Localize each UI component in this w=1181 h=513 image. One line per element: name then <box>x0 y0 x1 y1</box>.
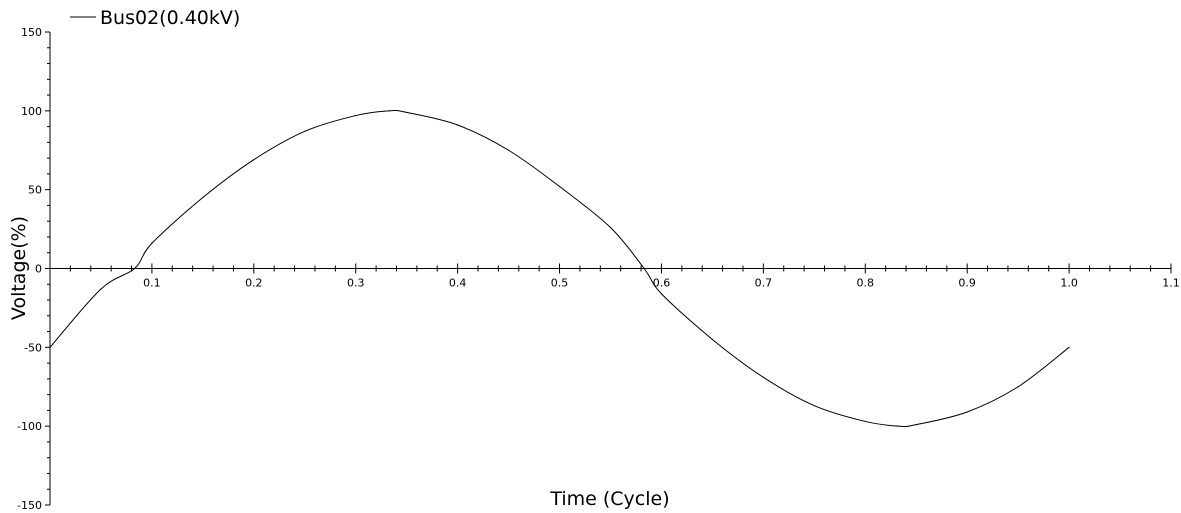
y-axis-title: Voltage(%) <box>8 216 30 320</box>
y-tick-label: -100 <box>17 420 42 433</box>
data-point <box>1068 346 1070 348</box>
data-point <box>711 338 714 341</box>
data-point <box>355 114 357 117</box>
axes: 150 100 50 0 -50 -100 -150 0.1 0.2 0.3 0.4 0.5 0.6 0.… <box>17 26 1180 512</box>
data-point <box>864 420 866 423</box>
data-point <box>202 196 204 199</box>
data-point <box>660 293 663 295</box>
x-tick-label: 1.0 <box>1060 277 1078 290</box>
data-point <box>133 267 136 270</box>
x-axis-title: Time (Cycle) <box>549 488 669 510</box>
x-tick-label: 0.4 <box>449 277 467 290</box>
data-point <box>1017 386 1019 388</box>
y-tick-label: 50 <box>28 184 42 197</box>
data-point <box>813 405 815 407</box>
y-tick-label: -150 <box>17 499 42 512</box>
data-point <box>966 411 968 413</box>
legend-label: Bus02(0.40kV) <box>100 7 240 29</box>
x-tick-label: 0.5 <box>551 277 569 290</box>
y-tick-label: -50 <box>24 341 42 354</box>
data-point <box>151 242 153 244</box>
data-point <box>762 376 764 378</box>
y-tick-label: 150 <box>21 26 42 39</box>
data-point <box>609 226 612 229</box>
y-tick-label: 0 <box>35 263 42 276</box>
x-tick-label: 0.3 <box>347 277 365 290</box>
x-tick-label: 0.8 <box>857 277 875 290</box>
legend: Bus02(0.40kV) <box>70 7 240 29</box>
data-point <box>457 124 459 126</box>
x-tick-label: 1.1 <box>1162 277 1180 290</box>
x-tick-label: 0.9 <box>958 277 976 290</box>
data-point <box>507 149 510 151</box>
data-point <box>915 423 917 426</box>
x-tick-label: 0.6 <box>653 277 671 290</box>
x-tick-label: 0.1 <box>143 277 161 290</box>
data-point <box>100 288 102 290</box>
data-point <box>388 110 390 112</box>
x-tick-label: 0.2 <box>245 277 263 290</box>
y-tick-label: 100 <box>21 105 42 118</box>
data-point <box>253 159 255 161</box>
data-point <box>49 346 51 348</box>
series-layer <box>49 109 1070 428</box>
data-point <box>304 130 306 132</box>
x-tick-label: 0.7 <box>755 277 773 290</box>
data-point <box>558 185 561 188</box>
data-point <box>898 425 900 427</box>
data-point <box>643 267 645 270</box>
data-point <box>406 111 408 114</box>
